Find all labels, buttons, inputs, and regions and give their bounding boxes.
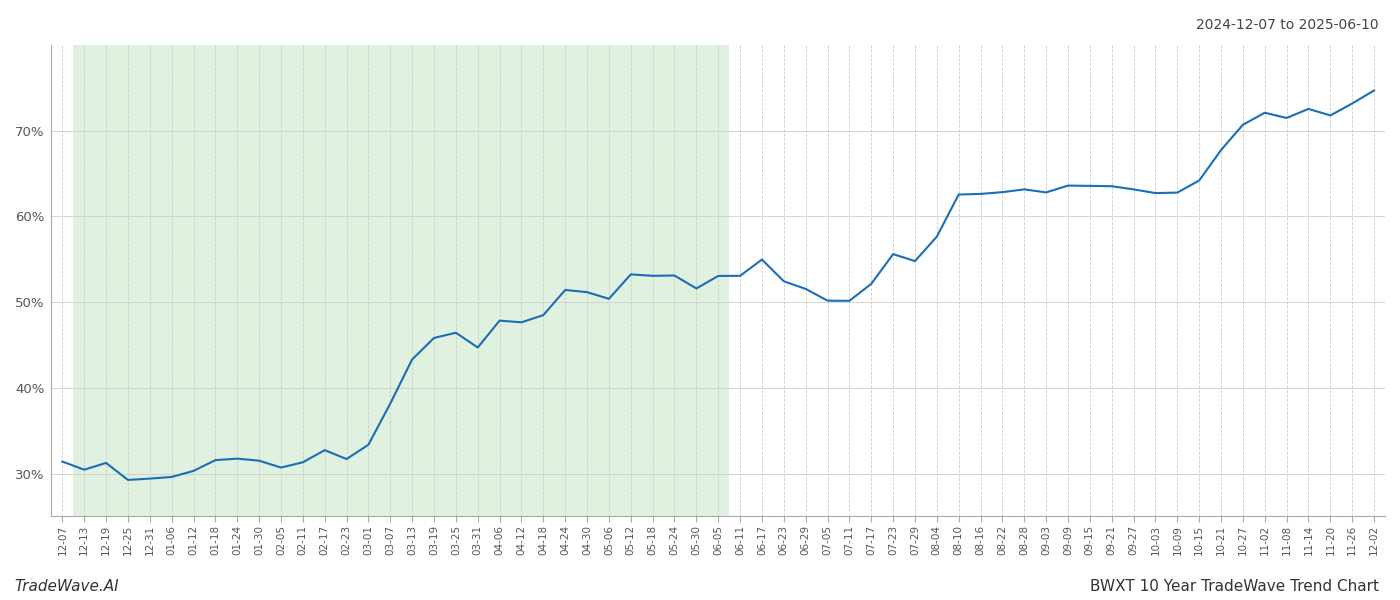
Text: TradeWave.AI: TradeWave.AI (14, 579, 119, 594)
Bar (73, 45, 729, 517)
Text: BWXT 10 Year TradeWave Trend Chart: BWXT 10 Year TradeWave Trend Chart (1091, 579, 1379, 594)
Text: 2024-12-07 to 2025-06-10: 2024-12-07 to 2025-06-10 (1197, 18, 1379, 32)
